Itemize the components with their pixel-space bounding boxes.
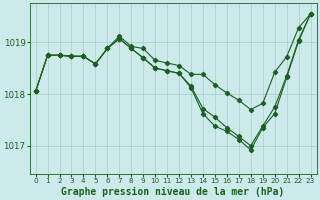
X-axis label: Graphe pression niveau de la mer (hPa): Graphe pression niveau de la mer (hPa) — [61, 186, 285, 197]
